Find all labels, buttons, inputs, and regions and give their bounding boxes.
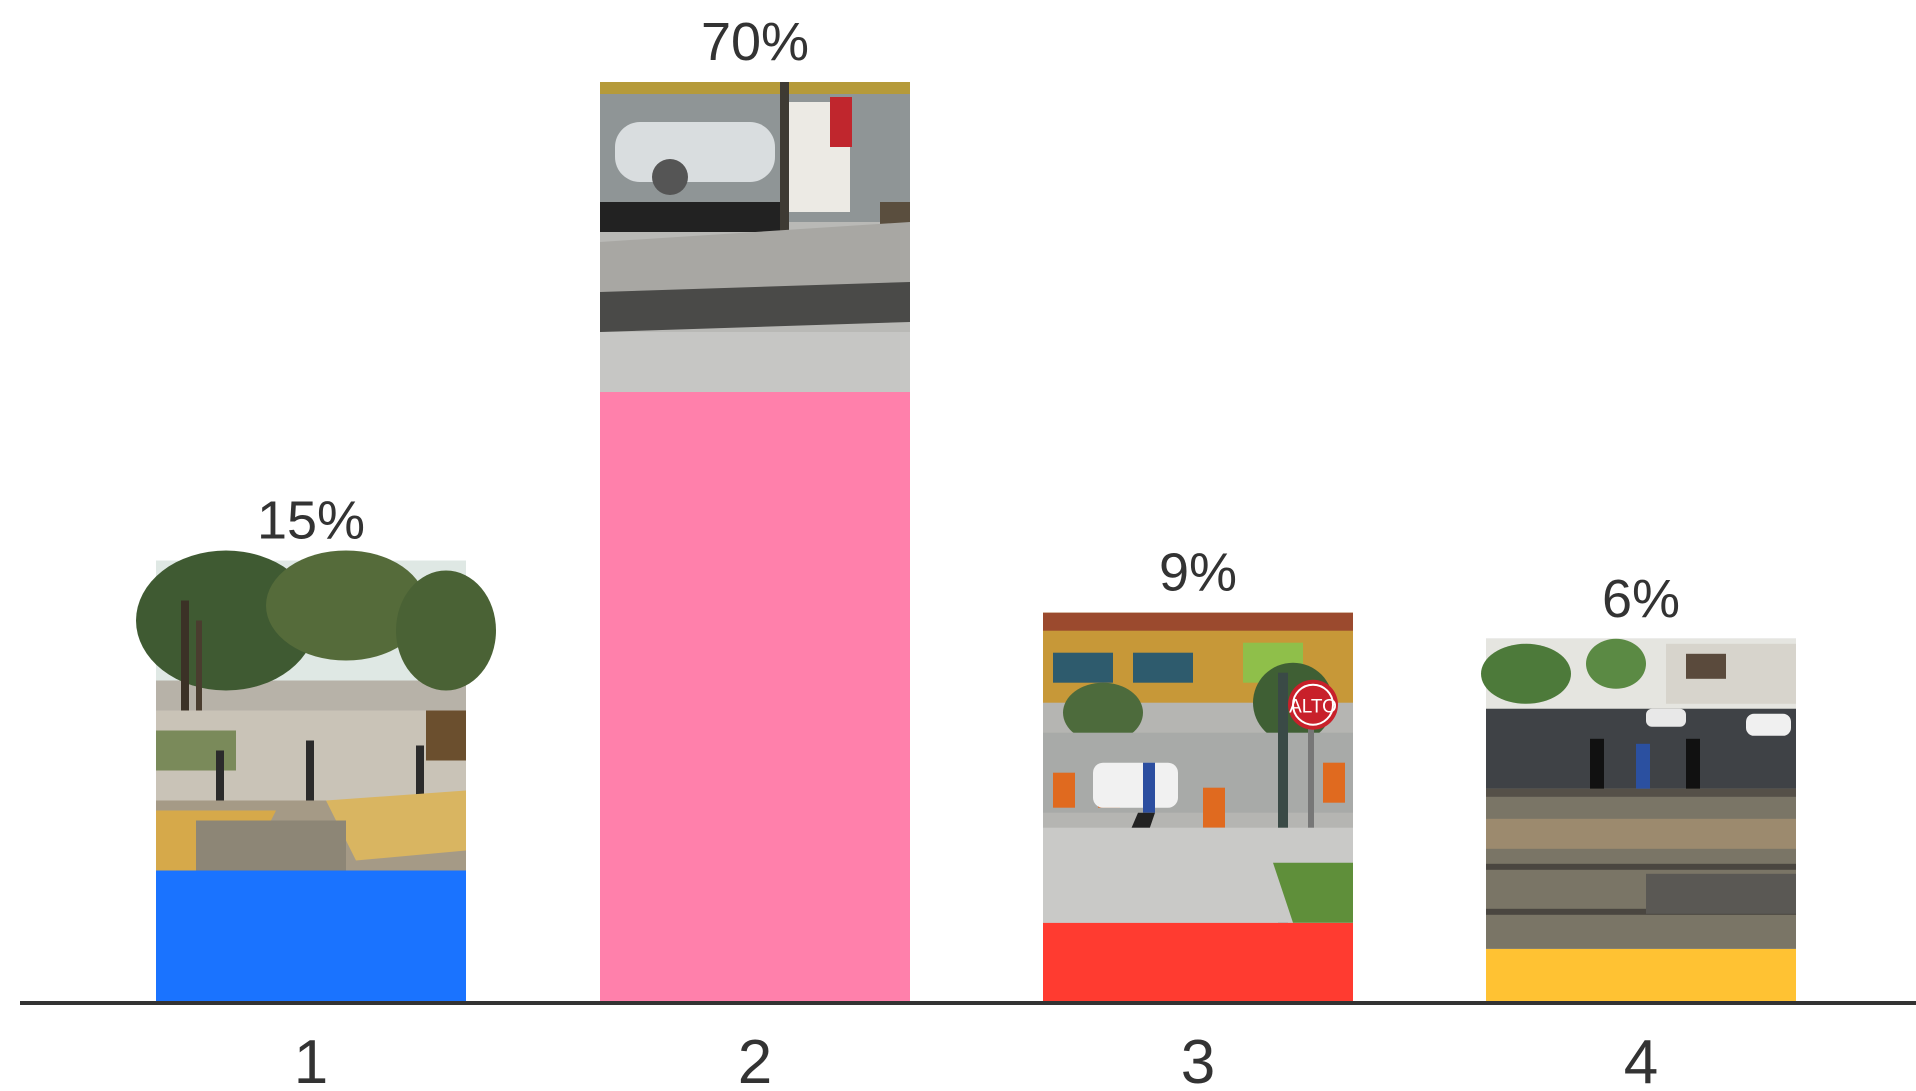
crosswalk-stop-sign-photo	[1042, 611, 1354, 924]
value-label-4: 6%	[1602, 569, 1680, 629]
bar-1	[156, 870, 466, 1001]
storefront-sidewalk-photo	[600, 82, 910, 392]
category-label-1: 1	[294, 1028, 328, 1091]
bar-4	[1486, 948, 1796, 1001]
value-label-3: 9%	[1159, 543, 1237, 603]
value-label-2: 70%	[701, 12, 809, 72]
bar-3	[1043, 922, 1353, 1001]
category-label-4: 4	[1624, 1028, 1658, 1091]
category-label-2: 2	[738, 1028, 772, 1091]
bar-2	[600, 392, 910, 1001]
category-label-3: 3	[1181, 1028, 1215, 1091]
railroad-crossing-photo	[1481, 638, 1796, 949]
park-plaza-photo	[136, 550, 496, 871]
plot-area: 15% 1 70% 2 9% 3 6% 4	[136, 12, 1796, 1091]
value-label-1: 15%	[257, 491, 365, 551]
